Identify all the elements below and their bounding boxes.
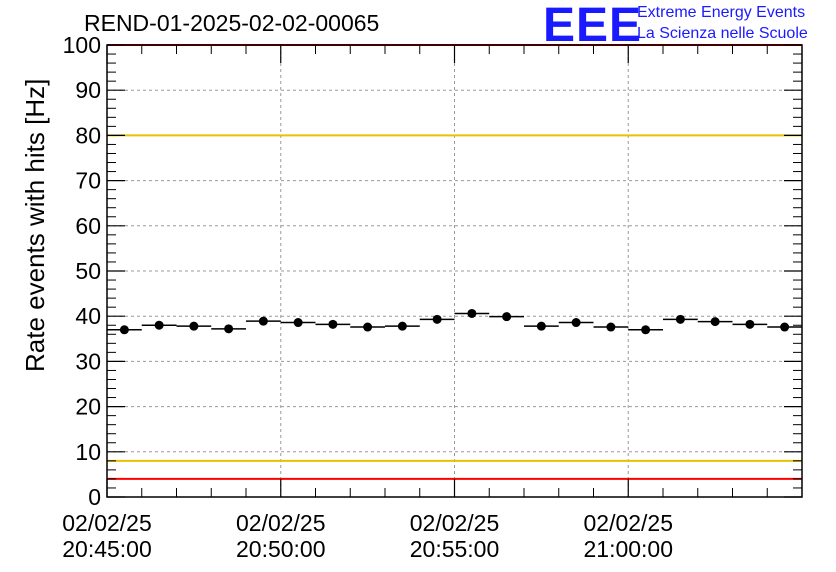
y-tick-label: 10	[75, 439, 101, 465]
y-tick-label: 30	[75, 348, 101, 374]
x-tick-time: 21:00:00	[583, 536, 673, 562]
grid-lines	[107, 45, 802, 497]
x-tick-date: 02/02/25	[236, 510, 326, 536]
data-point	[397, 321, 407, 331]
logo-subtitle-line2: La Scienza nelle Scuole	[637, 25, 808, 42]
data-point	[224, 324, 234, 334]
y-tick-label: 20	[75, 394, 101, 420]
x-tick-date: 02/02/25	[410, 510, 500, 536]
data-point	[745, 319, 755, 329]
data-point	[467, 308, 477, 318]
data-point	[189, 321, 199, 331]
x-tick-time: 20:50:00	[236, 536, 326, 562]
x-tick-time: 20:45:00	[62, 536, 152, 562]
x-tick-date: 02/02/25	[583, 510, 673, 536]
x-tick-date: 02/02/25	[62, 510, 152, 536]
data-point	[780, 322, 790, 332]
data-point	[328, 319, 338, 329]
data-point	[606, 322, 616, 332]
y-tick-label: 100	[63, 32, 101, 58]
y-tick-label: 0	[88, 484, 101, 510]
y-tick-label: 70	[75, 168, 101, 194]
data-point	[154, 320, 164, 330]
data-point	[675, 314, 685, 324]
data-point	[293, 318, 303, 328]
data-point	[710, 317, 720, 327]
data-point	[432, 314, 442, 324]
y-tick-label: 60	[75, 213, 101, 239]
logo-subtitle-line1: Extreme Energy Events	[637, 4, 806, 21]
y-tick-labels: 0 10 20 30 40 50 60 70 80 90 100	[63, 32, 101, 510]
data-point	[641, 325, 651, 335]
data-point	[258, 316, 268, 326]
x-tick-labels: 02/02/2520:45:0002/02/2520:50:0002/02/25…	[62, 510, 673, 562]
y-tick-label: 90	[75, 77, 101, 103]
y-tick-label: 40	[75, 303, 101, 329]
x-tick-time: 20:55:00	[410, 536, 500, 562]
y-tick-label: 50	[75, 258, 101, 284]
plot-frame	[106, 44, 803, 498]
data-point	[119, 325, 129, 335]
data-point	[571, 318, 581, 328]
chart-title: REND-01-2025-02-02-00065	[84, 10, 380, 36]
data-point	[502, 312, 512, 322]
data-point	[536, 321, 546, 331]
data-points	[107, 308, 802, 335]
data-point	[363, 322, 373, 332]
eee-logo: EEE	[543, 0, 643, 52]
y-tick-label: 80	[75, 122, 101, 148]
